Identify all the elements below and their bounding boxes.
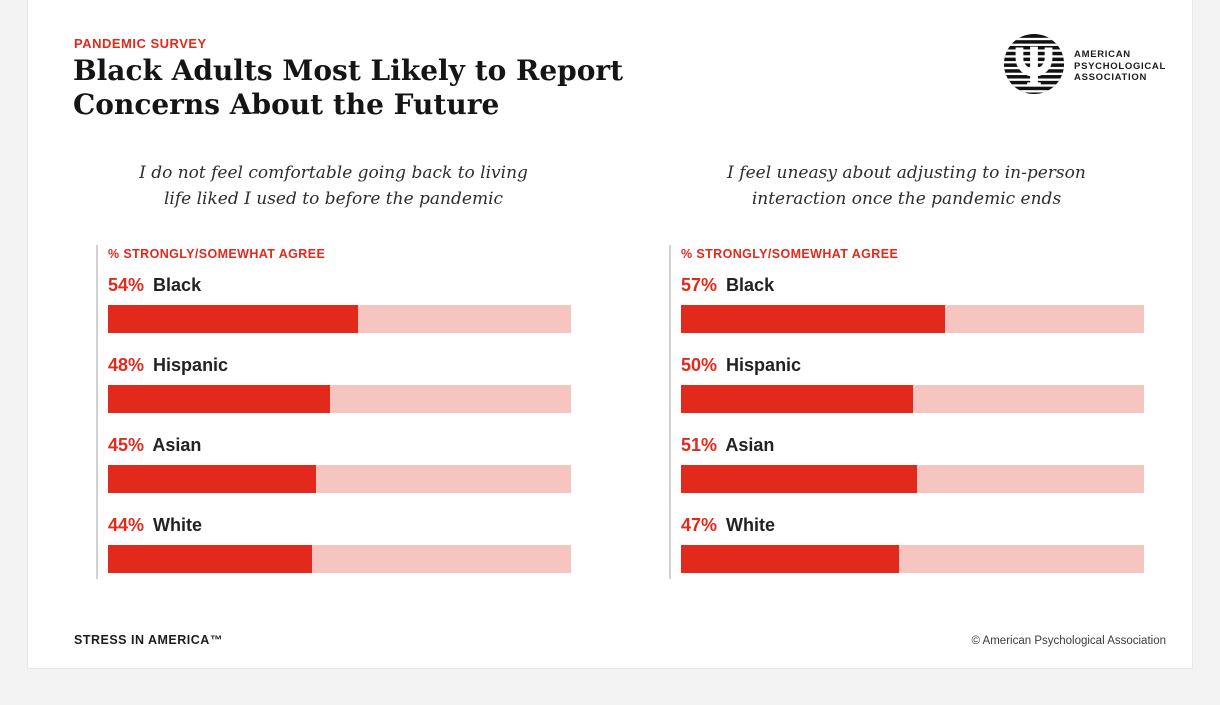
page-title-line1: Black Adults Most Likely to Report <box>73 54 624 87</box>
bar-value: 48% <box>108 355 145 375</box>
bar-fill <box>681 465 918 493</box>
bar-row: 44% White <box>108 515 571 573</box>
bar-category: White <box>153 515 203 535</box>
bar-track <box>681 545 1144 573</box>
bar-category: Black <box>153 275 202 295</box>
footer-brand: STRESS IN AMERICA™ <box>74 633 223 647</box>
footer: STRESS IN AMERICA™ © American Psychologi… <box>74 633 1166 647</box>
bar-track <box>108 305 571 333</box>
bar-row: 50% Hispanic <box>681 355 1144 413</box>
bar-category: Asian <box>152 435 202 455</box>
chart-question: I do not feel comfortable going back to … <box>139 163 528 209</box>
bar-row: 51% Asian <box>681 435 1144 493</box>
bar-label: 54% Black <box>108 275 571 296</box>
bar-track <box>681 385 1144 413</box>
page-title-line2: Concerns About the Future <box>73 88 500 121</box>
eyebrow: PANDEMIC SURVEY <box>74 36 207 51</box>
chart-rows: 57% Black 50% Hispanic 51% Asian 47% White <box>681 275 1144 573</box>
bar-category: Black <box>726 275 775 295</box>
bar-value: 50% <box>681 355 718 375</box>
bar-label: 44% White <box>108 515 571 536</box>
bar-category: White <box>726 515 776 535</box>
chart-question: I feel uneasy about adjusting to in-pers… <box>727 163 1086 209</box>
bar-track <box>108 385 571 413</box>
bar-row: 48% Hispanic <box>108 355 571 413</box>
chart-column: I do not feel comfortable going back to … <box>96 160 571 579</box>
bar-category: Asian <box>725 435 775 455</box>
bar-label: 57% Black <box>681 275 1144 296</box>
chart-rows: 54% Black 48% Hispanic 45% Asian 44% White <box>108 275 571 573</box>
bar-label: 51% Asian <box>681 435 1144 456</box>
bar-value: 47% <box>681 515 718 535</box>
infographic-card: PANDEMIC SURVEY Black Adults Most Likely… <box>27 0 1193 669</box>
apa-logo-text-line3: ASSOCIATION <box>1074 72 1148 84</box>
chart-panel: % STRONGLY/SOMEWHAT AGREE 54% Black 48% H… <box>96 245 571 579</box>
bar-label: 45% Asian <box>108 435 571 456</box>
bar-row: 54% Black <box>108 275 571 333</box>
bar-track <box>108 465 571 493</box>
bar-value: 44% <box>108 515 145 535</box>
apa-logo: AMERICAN PSYCHOLOGICAL ASSOCIATION <box>1003 33 1166 100</box>
charts: I do not feel comfortable going back to … <box>96 160 1144 579</box>
bar-fill <box>681 545 899 573</box>
chart-column: I feel uneasy about adjusting to in-pers… <box>669 160 1144 579</box>
apa-logo-text-line2: PSYCHOLOGICAL <box>1074 60 1166 72</box>
chart-panel: % STRONGLY/SOMEWHAT AGREE 57% Black 50% H… <box>669 245 1144 579</box>
bar-fill <box>681 305 945 333</box>
chart-axis-label: % STRONGLY/SOMEWHAT AGREE <box>681 247 899 261</box>
bar-fill <box>108 305 359 333</box>
page-title: Black Adults Most Likely to Report Conce… <box>73 54 623 122</box>
bar-value: 51% <box>681 435 718 455</box>
bar-track <box>681 305 1144 333</box>
bar-label: 50% Hispanic <box>681 355 1144 376</box>
footer-copyright: © American Psychological Association <box>971 635 1166 647</box>
apa-logo-text: AMERICAN PSYCHOLOGICAL ASSOCIATION <box>1074 49 1166 84</box>
bar-row: 57% Black <box>681 275 1144 333</box>
bar-fill <box>681 385 913 413</box>
bar-value: 45% <box>108 435 145 455</box>
bar-category: Hispanic <box>153 355 229 375</box>
bar-category: Hispanic <box>726 355 802 375</box>
bar-track <box>108 545 571 573</box>
chart-axis-label: % STRONGLY/SOMEWHAT AGREE <box>108 247 326 261</box>
bar-label: 48% Hispanic <box>108 355 571 376</box>
bar-row: 47% White <box>681 515 1144 573</box>
apa-psi-icon <box>1003 33 1065 100</box>
bar-label: 47% White <box>681 515 1144 536</box>
bar-fill <box>108 385 331 413</box>
bar-track <box>681 465 1144 493</box>
bar-row: 45% Asian <box>108 435 571 493</box>
bar-fill <box>108 465 317 493</box>
bar-value: 57% <box>681 275 718 295</box>
bar-value: 54% <box>108 275 145 295</box>
bar-fill <box>108 545 312 573</box>
apa-logo-text-line1: AMERICAN <box>1074 49 1131 61</box>
